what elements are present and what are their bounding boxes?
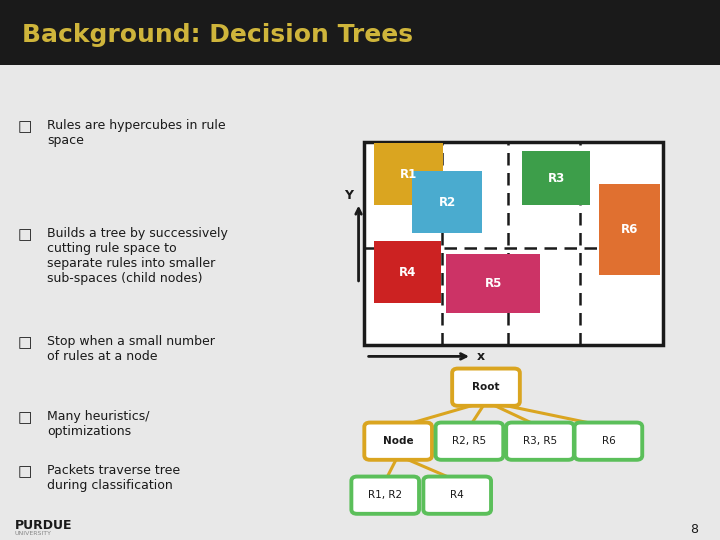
Text: Stop when a small number
of rules at a node: Stop when a small number of rules at a n… — [47, 335, 215, 363]
Text: □: □ — [18, 119, 32, 134]
FancyBboxPatch shape — [374, 241, 441, 303]
FancyBboxPatch shape — [452, 369, 520, 406]
Text: Rules are hypercubes in rule
space: Rules are hypercubes in rule space — [47, 119, 225, 147]
Text: □: □ — [18, 464, 32, 480]
Text: R5: R5 — [485, 277, 502, 290]
Text: PURDUE: PURDUE — [14, 519, 72, 532]
Text: R1: R1 — [400, 167, 417, 181]
FancyBboxPatch shape — [575, 422, 642, 460]
Text: Background: Decision Trees: Background: Decision Trees — [22, 23, 413, 47]
FancyBboxPatch shape — [423, 476, 491, 514]
Text: x: x — [477, 349, 485, 363]
Text: R6: R6 — [601, 436, 616, 446]
Text: UNIVERSITY: UNIVERSITY — [14, 531, 51, 536]
FancyBboxPatch shape — [364, 422, 432, 460]
FancyBboxPatch shape — [506, 422, 574, 460]
Text: R2, R5: R2, R5 — [452, 436, 487, 446]
FancyBboxPatch shape — [351, 476, 419, 514]
Text: R1, R2: R1, R2 — [368, 490, 402, 500]
Text: □: □ — [18, 335, 32, 350]
FancyBboxPatch shape — [0, 65, 720, 540]
Text: 8: 8 — [690, 523, 698, 536]
Text: Root: Root — [472, 382, 500, 392]
Text: Node: Node — [383, 436, 413, 446]
Text: R4: R4 — [399, 266, 416, 279]
FancyBboxPatch shape — [446, 254, 540, 313]
Text: Y: Y — [344, 188, 353, 202]
Text: Packets traverse tree
during classification: Packets traverse tree during classificat… — [47, 464, 180, 492]
FancyBboxPatch shape — [412, 171, 482, 233]
Text: □: □ — [18, 227, 32, 242]
Text: R4: R4 — [450, 490, 464, 500]
Text: R3: R3 — [548, 172, 564, 185]
Text: □: □ — [18, 410, 32, 426]
FancyBboxPatch shape — [0, 0, 720, 65]
Text: Builds a tree by successively
cutting rule space to
separate rules into smaller
: Builds a tree by successively cutting ru… — [47, 227, 228, 285]
FancyBboxPatch shape — [436, 422, 503, 460]
FancyBboxPatch shape — [374, 143, 443, 205]
FancyBboxPatch shape — [599, 184, 660, 275]
Text: R6: R6 — [621, 223, 639, 236]
Text: R2: R2 — [438, 195, 456, 209]
Text: Many heuristics/
optimizations: Many heuristics/ optimizations — [47, 410, 149, 438]
FancyBboxPatch shape — [522, 151, 590, 205]
Text: R3, R5: R3, R5 — [523, 436, 557, 446]
FancyBboxPatch shape — [364, 142, 663, 345]
